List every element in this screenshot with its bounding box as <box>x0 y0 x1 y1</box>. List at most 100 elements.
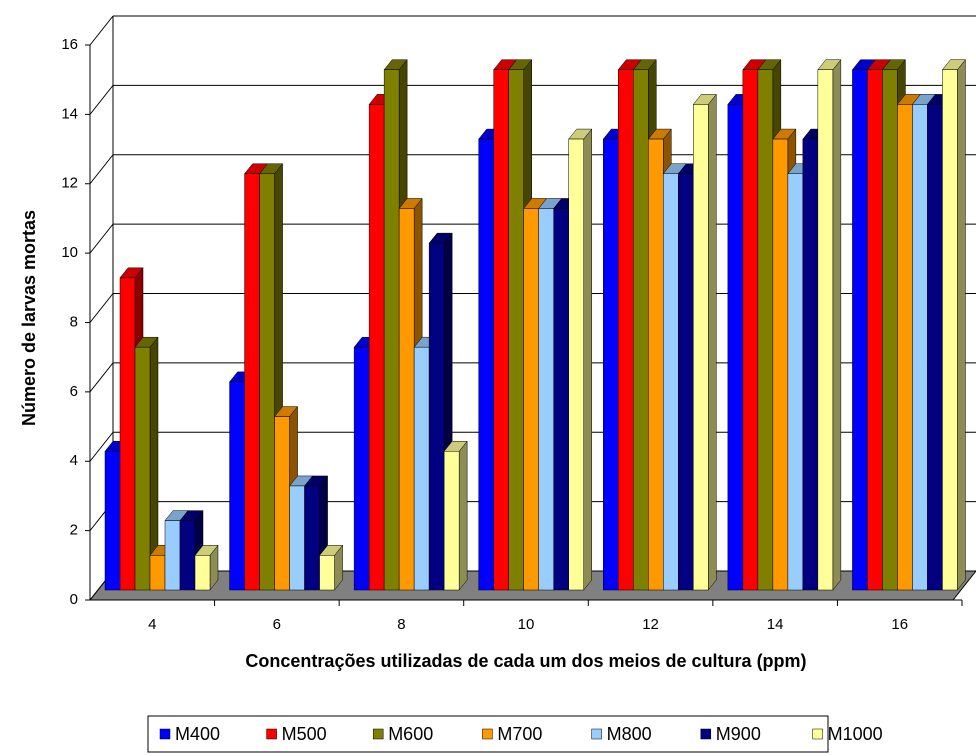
bar-front <box>867 69 883 591</box>
y-tick-label: 14 <box>61 105 78 122</box>
grid-line-side <box>89 362 114 393</box>
grid-line-side <box>89 85 114 115</box>
bar-front <box>538 208 554 591</box>
legend-label: M800 <box>607 724 652 744</box>
y-tick-label: 2 <box>70 522 78 539</box>
bar-front <box>568 138 584 591</box>
bar <box>817 58 842 591</box>
x-tick-label: 10 <box>518 616 535 633</box>
bar <box>194 544 219 591</box>
bar-front <box>259 173 275 591</box>
grid-line-side <box>89 431 114 462</box>
bar-front <box>194 555 211 591</box>
bar <box>319 544 344 591</box>
y-axis-label: Número de larvas mortas <box>19 210 39 426</box>
bar-front <box>852 69 868 591</box>
bar-front <box>897 104 913 591</box>
bar-side <box>458 440 468 591</box>
x-tick-label: 8 <box>397 616 405 633</box>
bar-front <box>368 104 385 591</box>
grid-line-side <box>89 293 114 323</box>
x-tick-label: 4 <box>148 616 156 633</box>
bar-side <box>708 93 717 591</box>
bar-front <box>319 555 335 591</box>
bar <box>692 93 717 591</box>
y-tick-label: 4 <box>70 452 78 469</box>
bar-front <box>179 520 196 591</box>
bar-front <box>553 208 569 591</box>
y-tick-label: 16 <box>61 36 78 53</box>
bar-front <box>618 69 634 591</box>
bar-side <box>832 58 842 591</box>
bar-front <box>603 138 619 591</box>
bar-front <box>882 69 898 591</box>
bar-front <box>104 451 121 591</box>
x-tick-label: 16 <box>891 616 908 633</box>
legend-label: M500 <box>282 724 327 744</box>
x-tick-label: 14 <box>767 616 784 633</box>
bar-front <box>149 555 166 591</box>
bar <box>568 128 593 591</box>
bar-front <box>802 138 819 591</box>
legend-swatch <box>812 728 823 740</box>
bar-front <box>742 69 759 591</box>
bar-front <box>493 69 509 591</box>
bar-front <box>428 242 445 591</box>
legend-swatch <box>372 728 384 740</box>
legend-swatch <box>700 728 712 740</box>
legend-label: M900 <box>716 724 761 744</box>
x-axis-label: Concentrações utilizadas de cada um dos … <box>245 651 806 671</box>
legend-swatch <box>266 728 277 740</box>
grid-line-side <box>89 154 114 185</box>
bar-front <box>693 104 709 591</box>
grid-line-side <box>89 15 114 46</box>
grid-line-side <box>89 223 114 254</box>
legend-swatch <box>591 728 602 740</box>
legend-label: M700 <box>497 724 542 744</box>
bar-front <box>229 381 245 591</box>
bar-front <box>274 416 290 591</box>
bar-front <box>912 104 928 591</box>
bar-front <box>678 173 694 591</box>
bar-front <box>633 69 649 591</box>
x-tick-label: 6 <box>273 616 281 633</box>
bar-front <box>787 173 804 591</box>
y-tick-label: 8 <box>70 313 78 330</box>
x-tick-label: 12 <box>642 616 659 633</box>
bar-side <box>957 58 966 591</box>
legend-swatch <box>159 728 171 740</box>
bar-front <box>727 104 744 591</box>
legend-label: M1000 <box>828 724 883 744</box>
bar <box>134 336 159 591</box>
bar-front <box>648 138 664 591</box>
y-tick-label: 10 <box>61 244 78 261</box>
bar-front <box>772 138 789 591</box>
bar-front <box>757 69 774 591</box>
legend-label: M600 <box>388 724 433 744</box>
bar-front <box>413 346 430 591</box>
legend-swatch <box>482 728 493 740</box>
bar-front <box>817 69 834 591</box>
bar-front <box>304 485 320 591</box>
bar <box>941 58 966 591</box>
bar-front <box>383 69 400 591</box>
bar-front <box>927 104 943 591</box>
bar-front <box>523 208 539 591</box>
bar-front <box>119 277 136 591</box>
bar-front <box>942 69 958 591</box>
bar-front <box>244 173 260 591</box>
bar-front <box>134 346 151 591</box>
bar <box>443 440 468 591</box>
bar-front <box>508 69 524 591</box>
bar-front <box>164 520 181 591</box>
bar-front <box>289 485 305 591</box>
bar-front <box>398 208 415 591</box>
bar-front <box>663 173 679 591</box>
legend-label: M400 <box>175 724 220 744</box>
bar-front <box>353 346 370 591</box>
y-tick-label: 0 <box>70 591 78 608</box>
y-tick-label: 12 <box>61 175 78 192</box>
bar-front <box>443 451 460 591</box>
